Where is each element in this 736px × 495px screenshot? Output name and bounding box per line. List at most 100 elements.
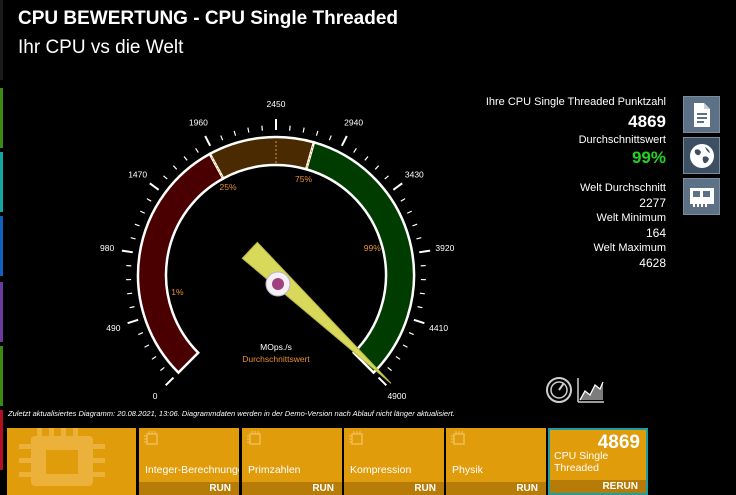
edge-accent-5 <box>0 282 3 342</box>
physics-run-button[interactable]: RUN <box>446 482 546 495</box>
physics-tile[interactable]: Physik RUN <box>446 428 546 495</box>
gauge-tick <box>121 249 133 254</box>
chip-icon <box>349 431 363 445</box>
single-thread-rerun-button[interactable]: RERUN <box>550 480 646 493</box>
gauge-tick <box>374 165 380 170</box>
gauge-tick <box>387 366 392 372</box>
prime-tile[interactable]: Primzahlen RUN <box>242 428 342 495</box>
gauge-percentile-label: 75% <box>295 174 312 184</box>
gauge-hub-center <box>272 278 284 290</box>
gauge-tick <box>377 376 388 387</box>
gauge-percentile-label: 99% <box>364 243 381 253</box>
gauge-tick <box>395 356 401 360</box>
compression-run-button[interactable]: RUN <box>344 482 444 495</box>
integer-tile-label: Integer-Berechnungen <box>145 464 239 476</box>
edge-accent-7 <box>0 410 3 470</box>
gauge-tick <box>160 366 165 372</box>
hardware-button[interactable] <box>683 178 720 215</box>
compression-tile-label: Kompression <box>350 464 412 476</box>
report-icon <box>693 102 710 127</box>
globe-icon <box>689 143 714 168</box>
single-thread-tile[interactable]: 4869 CPU Single Threaded RERUN <box>548 428 648 495</box>
gauge-tick <box>140 210 146 214</box>
gauge-percentile-label: 25% <box>220 182 237 192</box>
gauge-divider <box>306 144 314 168</box>
compression-tile[interactable]: Kompression RUN <box>344 428 444 495</box>
cpu-overview-tile[interactable] <box>7 428 136 495</box>
gauge-scale-label: 980 <box>100 243 114 253</box>
gauge-band-high <box>304 140 416 375</box>
single-thread-tile-label: CPU Single Threaded <box>554 450 609 474</box>
world-maximum-value: 4628 <box>639 256 666 270</box>
edge-accent-3 <box>0 152 3 212</box>
physics-tile-label: Physik <box>452 464 483 476</box>
gauge-tick <box>129 306 135 309</box>
gauge-tick <box>164 376 175 387</box>
gauge-tick <box>183 156 188 161</box>
gauge-tick <box>204 135 212 147</box>
gauge-tick <box>419 249 431 254</box>
gauge-tick <box>146 198 152 202</box>
gauge-tick <box>413 318 425 325</box>
gauge-tick <box>402 344 408 348</box>
average-pct-value: 99% <box>631 148 666 167</box>
chip-icon <box>144 431 158 445</box>
score-value: 4869 <box>628 112 666 131</box>
edge-accent-1 <box>0 0 3 80</box>
world-minimum-value: 164 <box>645 226 666 240</box>
single-thread-score: 4869 <box>597 432 640 453</box>
gauge-tick <box>406 210 412 214</box>
gauge-scale-label: 2940 <box>344 118 363 128</box>
gauge-tick <box>172 165 178 170</box>
gauge-scale-label: 4900 <box>387 391 406 401</box>
integer-run-button[interactable]: RUN <box>139 482 239 495</box>
gauge-tick <box>163 175 168 180</box>
gauge-scale-label: 490 <box>106 323 120 333</box>
gauge-scale-label: 1960 <box>189 118 208 128</box>
gauge-scale-label: 2450 <box>267 99 286 109</box>
gauge-tick <box>195 148 199 153</box>
gauge-tick <box>315 130 319 136</box>
gauge-percentile-label: 1% <box>171 287 184 297</box>
gauge-unit-label: MOps./s <box>260 342 292 352</box>
gauge-tick <box>353 148 357 153</box>
average-pct-label: Durchschnittswert <box>578 134 666 146</box>
gauge-tick <box>130 237 136 240</box>
gauge-tick <box>328 135 332 141</box>
report-button[interactable] <box>683 96 720 133</box>
world-compare-button[interactable] <box>683 137 720 174</box>
area-chart-icon[interactable] <box>576 376 606 404</box>
prime-run-button[interactable]: RUN <box>242 482 342 495</box>
gauge-scale-label: 1470 <box>128 169 147 179</box>
gauge-band-low <box>136 152 225 375</box>
gauge-scale-label: 3430 <box>405 169 424 179</box>
gauge-tick <box>127 292 133 295</box>
edge-accent-2 <box>0 88 3 148</box>
speedometer-icon[interactable] <box>545 376 573 404</box>
gauge-tick <box>412 223 418 227</box>
gauge-tick <box>151 356 157 360</box>
gauge-band-mid <box>208 135 316 181</box>
edge-accent-6 <box>0 346 3 406</box>
gauge-tick <box>400 198 406 202</box>
score-label: Ihre CPU Single Threaded Punktzahl <box>485 96 666 108</box>
gauge-tick <box>417 306 423 309</box>
chip-icon <box>247 431 261 445</box>
edge-accent-4 <box>0 216 3 276</box>
gauge-tick <box>419 292 425 295</box>
gauge-tick <box>220 135 224 141</box>
hardware-card-icon <box>689 187 714 207</box>
gauge-tick <box>127 318 139 325</box>
gauge-tick <box>364 156 369 161</box>
chip-icon <box>451 431 465 445</box>
integer-tile[interactable]: Integer-Berechnungen RUN <box>139 428 239 495</box>
gauge-tick <box>416 237 422 240</box>
gauge-tick <box>247 127 250 133</box>
gauge-scale-label: 3920 <box>435 243 454 253</box>
world-average-label: Welt Durchschnitt <box>580 182 666 194</box>
gauge-tick <box>384 175 389 180</box>
gauge-tick <box>134 223 140 227</box>
gauge-tick <box>340 135 348 147</box>
gauge-scale-label: 4410 <box>429 323 448 333</box>
